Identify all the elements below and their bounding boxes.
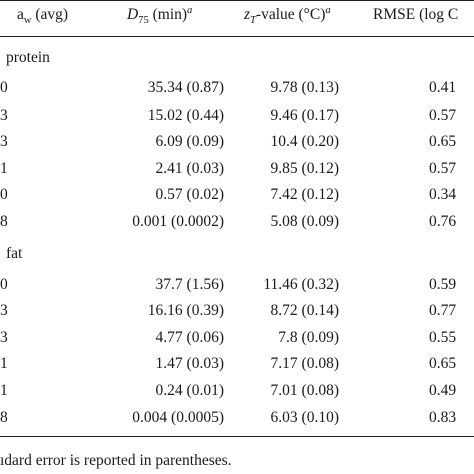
cell-zt: 7.17 (0.08) bbox=[270, 355, 339, 372]
cell-aw: 3 bbox=[0, 302, 8, 319]
cell-d75: 0.24 (0.01) bbox=[155, 382, 224, 399]
header-rule bbox=[0, 36, 474, 37]
cell-zt: 7.42 (0.12) bbox=[270, 186, 339, 203]
header-z-suffix: -value (°C) bbox=[255, 6, 326, 23]
cell-d75: 0.57 (0.02) bbox=[155, 186, 224, 203]
table-top-rule bbox=[0, 0, 474, 1]
cell-d75: 1.47 (0.03) bbox=[155, 355, 224, 372]
cell-d75: 16.16 (0.39) bbox=[147, 302, 224, 319]
cell-aw: 1 bbox=[0, 160, 8, 177]
cell-rmse: 0.59 bbox=[429, 276, 457, 293]
cell-zt: 9.46 (0.17) bbox=[270, 107, 339, 124]
table-footnote: ıdard error is reported in parentheses. bbox=[0, 452, 232, 469]
header-rmse: RMSE (log C bbox=[373, 7, 458, 23]
cell-rmse: 0.65 bbox=[429, 355, 457, 372]
cell-aw: 3 bbox=[0, 133, 8, 150]
cell-zt: 8.72 (0.14) bbox=[270, 302, 339, 319]
cell-aw: 1 bbox=[0, 355, 8, 372]
cell-aw: 1 bbox=[0, 382, 8, 399]
header-zt: zT-value (°C)a bbox=[244, 4, 331, 27]
cell-d75: 0.001 (0.0002) bbox=[132, 213, 224, 230]
header-d-sub: 75 bbox=[138, 15, 149, 27]
cell-zt: 7.01 (0.08) bbox=[270, 382, 339, 399]
header-aw-main: a bbox=[17, 6, 24, 23]
cell-rmse: 0.57 bbox=[429, 107, 457, 124]
cell-d75: 6.09 (0.09) bbox=[155, 133, 224, 150]
cell-zt: 6.03 (0.10) bbox=[270, 409, 339, 426]
cell-aw: 0 bbox=[0, 276, 8, 293]
header-aw-suffix: (avg) bbox=[31, 6, 69, 23]
header-d75: D75 (min)a bbox=[127, 4, 193, 27]
cell-rmse: 0.34 bbox=[429, 186, 457, 203]
table-bottom-rule bbox=[0, 436, 474, 437]
cell-aw: 0 bbox=[0, 186, 8, 203]
header-d-suffix: (min) bbox=[148, 6, 188, 23]
header-z-sup: a bbox=[325, 4, 331, 16]
header-z-main: z bbox=[244, 6, 251, 23]
cell-d75: 37.7 (1.56) bbox=[155, 276, 224, 293]
cell-d75: 2.41 (0.03) bbox=[155, 160, 224, 177]
cell-rmse: 0.55 bbox=[429, 329, 457, 346]
cell-zt: 11.46 (0.32) bbox=[263, 276, 339, 293]
cell-rmse: 0.41 bbox=[429, 79, 457, 96]
cell-rmse: 0.83 bbox=[429, 409, 457, 426]
cell-aw: 8 bbox=[0, 213, 8, 230]
cell-rmse: 0.57 bbox=[429, 160, 457, 177]
cell-zt: 9.78 (0.13) bbox=[270, 79, 339, 96]
cell-zt: 9.85 (0.12) bbox=[270, 160, 339, 177]
cell-rmse: 0.76 bbox=[429, 213, 457, 230]
header-z-sub: T bbox=[250, 15, 256, 27]
cell-zt: 5.08 (0.09) bbox=[270, 213, 339, 230]
header-d-sup: a bbox=[187, 4, 193, 16]
section-title-fat: fat bbox=[6, 245, 23, 262]
header-rmse-label: RMSE (log C bbox=[373, 6, 459, 23]
cell-d75: 15.02 (0.44) bbox=[147, 107, 224, 124]
section-title-protein: protein bbox=[6, 49, 50, 66]
cell-rmse: 0.65 bbox=[429, 133, 457, 150]
cell-aw: 3 bbox=[0, 329, 8, 346]
cell-rmse: 0.49 bbox=[429, 382, 457, 399]
cell-aw: 3 bbox=[0, 107, 8, 124]
cell-d75: 0.004 (0.0005) bbox=[132, 409, 224, 426]
cell-zt: 10.4 (0.20) bbox=[270, 133, 339, 150]
cell-aw: 0 bbox=[0, 79, 8, 96]
header-aw: aw (avg) bbox=[17, 6, 69, 27]
cell-aw: 8 bbox=[0, 409, 8, 426]
cell-d75: 35.34 (0.87) bbox=[147, 79, 224, 96]
header-d-main: D bbox=[127, 6, 139, 23]
cell-d75: 4.77 (0.06) bbox=[155, 329, 224, 346]
cell-rmse: 0.77 bbox=[429, 302, 457, 319]
header-aw-sub: w bbox=[23, 15, 32, 27]
cell-zt: 7.8 (0.09) bbox=[278, 329, 339, 346]
